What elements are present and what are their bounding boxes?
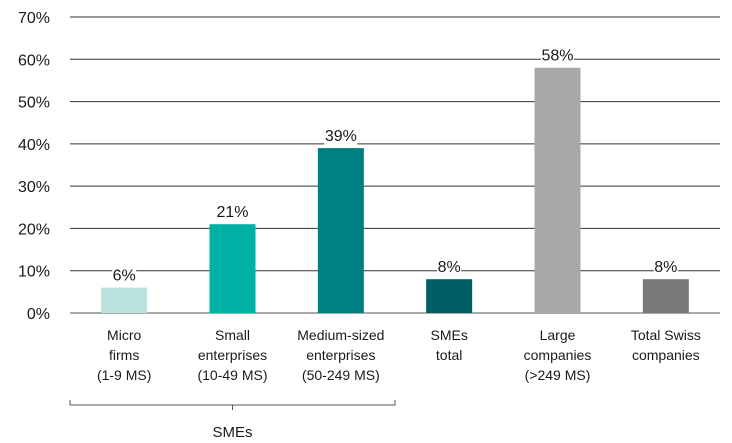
value-label: 6% bbox=[113, 268, 136, 285]
bar bbox=[209, 224, 256, 313]
category-label: Small enterprises (10-49 MS) bbox=[197, 327, 267, 383]
value-label: 58% bbox=[541, 48, 573, 65]
value-label-background bbox=[216, 200, 249, 222]
bar bbox=[317, 148, 364, 313]
y-tick-label: 0% bbox=[27, 306, 50, 323]
y-tick-label: 20% bbox=[18, 221, 50, 238]
bracket-line bbox=[69, 400, 396, 406]
group-bracket: SMEs bbox=[69, 400, 396, 441]
value-label-background bbox=[112, 263, 137, 285]
value-labels: 6% 21% 39% 8% 58% 8% bbox=[112, 43, 678, 285]
y-axis-ticks: 0% 10% 20% 30% 40% 50% 60% 70% bbox=[18, 10, 50, 323]
category-label: Total Swiss companies bbox=[631, 327, 701, 363]
y-tick-label: 50% bbox=[18, 95, 50, 112]
value-label-background bbox=[324, 124, 358, 146]
category-labels: Micro firms (1-9 MS) Small enterprises (10-49… bbox=[97, 327, 701, 383]
bars bbox=[101, 67, 689, 313]
y-tick-label: 30% bbox=[18, 179, 50, 196]
bar bbox=[426, 279, 473, 313]
value-label-background bbox=[653, 255, 678, 277]
group-label: SMEs bbox=[212, 424, 252, 441]
category-label: SMEs total bbox=[430, 327, 467, 363]
value-label-background bbox=[541, 43, 574, 65]
y-tick-label: 70% bbox=[18, 10, 50, 27]
bar bbox=[101, 287, 148, 313]
value-label: 39% bbox=[325, 128, 357, 145]
value-label: 21% bbox=[216, 204, 248, 221]
bar bbox=[534, 67, 581, 313]
bar bbox=[642, 279, 689, 313]
category-label: Large companies (>249 MS) bbox=[524, 327, 592, 383]
category-label: Medium-sized enterprises (50-249 MS) bbox=[297, 327, 384, 383]
y-tick-label: 40% bbox=[18, 137, 50, 154]
value-label: 8% bbox=[654, 259, 677, 276]
y-tick-label: 10% bbox=[18, 264, 50, 281]
category-label: Micro firms (1-9 MS) bbox=[97, 327, 151, 383]
value-label: 8% bbox=[438, 259, 461, 276]
y-tick-label: 60% bbox=[18, 52, 50, 69]
gridlines bbox=[70, 16, 720, 314]
value-label-background bbox=[437, 255, 462, 277]
